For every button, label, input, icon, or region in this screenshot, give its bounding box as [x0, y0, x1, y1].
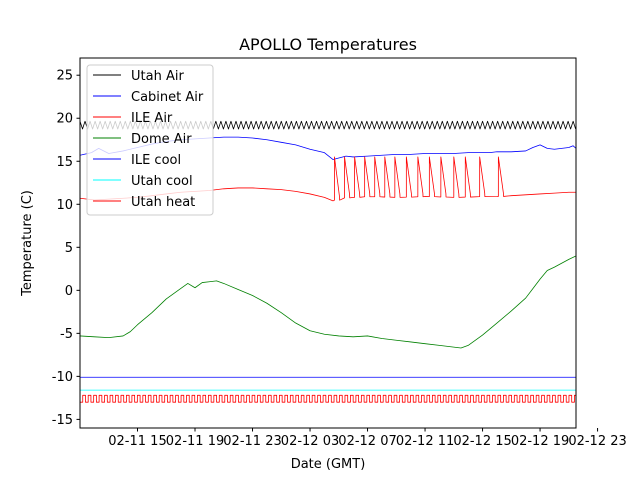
chart-title: APOLLO Temperatures — [239, 35, 417, 54]
y-tick-label: 20 — [56, 112, 73, 127]
y-tick-label: 10 — [56, 198, 73, 213]
y-tick-label: 0 — [65, 284, 73, 299]
x-tick-label: 02-12 15 — [453, 434, 511, 449]
legend-utah-heat-label: Utah heat — [131, 195, 195, 210]
x-tick-label: 02-11 19 — [166, 434, 224, 449]
legend-ile-cool-label: ILE cool — [131, 153, 181, 168]
y-tick-label: 15 — [56, 155, 73, 170]
x-tick-label: 02-12 03 — [281, 434, 339, 449]
legend-cabinet-air-label: Cabinet Air — [131, 90, 204, 105]
x-tick-label: 02-11 15 — [108, 434, 166, 449]
legend-utah-air-label: Utah Air — [131, 69, 184, 84]
y-tick-label: -15 — [52, 413, 73, 428]
y-tick-label: -5 — [60, 327, 73, 342]
y-axis-title: Temperature (C) — [20, 190, 35, 297]
legend: Utah Air Cabinet Air ILE Air Dome Air ILE co… — [86, 64, 214, 216]
y-axis: -15 -10 -5 0 5 10 15 20 25 — [52, 69, 80, 428]
y-tick-label: -10 — [52, 370, 73, 385]
x-tick-label: 02-12 19 — [511, 434, 569, 449]
x-tick-label: 02-11 23 — [223, 434, 281, 449]
series-dome-air — [80, 255, 576, 349]
legend-utah-cool-label: Utah cool — [131, 174, 193, 189]
legend-ile-air-label: ILE Air — [131, 111, 173, 126]
series-utah-heat — [80, 394, 576, 403]
x-tick-label: 02-12 11 — [396, 434, 454, 449]
y-tick-label: 25 — [56, 69, 73, 84]
x-tick-label: 02-12 07 — [338, 434, 396, 449]
x-tick-label: 02-12 23 — [568, 434, 626, 449]
x-axis: 02-11 15 02-11 19 02-11 23 02-12 03 02-12 07… — [108, 428, 627, 449]
legend-dome-air-label: Dome Air — [131, 132, 192, 147]
series-ile-air — [80, 156, 576, 202]
legend-box — [86, 64, 214, 216]
plot-frame — [79, 57, 577, 429]
y-tick-label: 5 — [65, 241, 73, 256]
x-axis-title: Date (GMT) — [291, 457, 366, 472]
